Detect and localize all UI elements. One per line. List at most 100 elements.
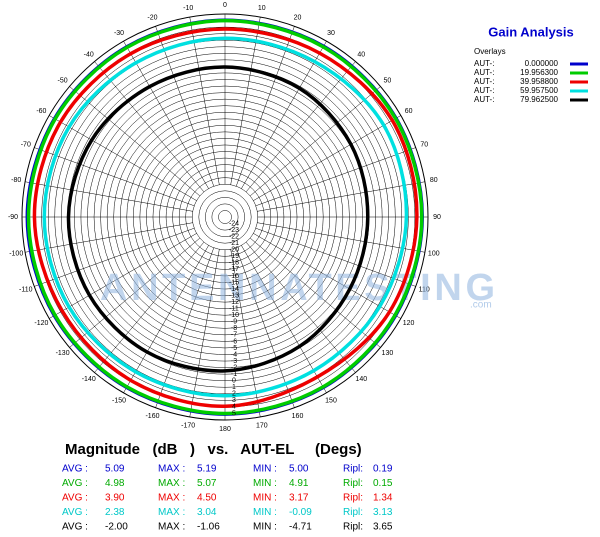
- legend-value: 59.957500: [520, 86, 558, 95]
- legend-label: AUT-:: [474, 59, 494, 68]
- angle-tick-label: -60: [36, 108, 46, 115]
- legend-label: AUT-:: [474, 95, 494, 104]
- angle-tick-label: 110: [419, 286, 430, 293]
- grid-spoke: [94, 61, 205, 193]
- stat-value: 3.17: [289, 493, 309, 504]
- stat-value: 0.15: [373, 478, 393, 489]
- angle-tick-label: 70: [420, 141, 428, 148]
- radial-tick-label: 0: [232, 378, 236, 385]
- stat-label: MIN :: [253, 464, 277, 475]
- stat-label: Ripl:: [343, 522, 363, 533]
- angle-tick-label: 100: [428, 251, 440, 258]
- angle-tick-label: -80: [11, 177, 21, 184]
- stat-label: AVG :: [62, 478, 88, 489]
- angle-tick-label: 140: [355, 376, 367, 383]
- legend-label: AUT-:: [474, 86, 494, 95]
- radial-tick-label: -20: [229, 247, 239, 254]
- stat-value: 1.34: [373, 493, 393, 504]
- grid-spoke: [49, 233, 197, 319]
- watermark: ANTENNATESTING: [100, 267, 495, 309]
- radial-tick-label: -3: [231, 358, 237, 365]
- radial-tick-label: -24: [229, 220, 239, 227]
- angle-tick-label: -160: [145, 413, 159, 420]
- grid-spoke: [25, 222, 193, 253]
- angle-tick-label: 130: [382, 350, 394, 357]
- stat-label: MAX :: [158, 464, 185, 475]
- radial-tick-label: -11: [229, 306, 239, 313]
- radial-tick-label: -8: [231, 325, 237, 332]
- angle-tick-label: 160: [292, 413, 304, 420]
- stat-label: MIN :: [253, 493, 277, 504]
- radial-tick-label: 4: [232, 404, 236, 411]
- stat-label: MAX :: [158, 507, 185, 518]
- grid-spoke: [34, 147, 195, 207]
- stat-value: -4.71: [289, 522, 312, 533]
- angle-tick-label: 90: [433, 214, 441, 221]
- stat-value: -2.00: [105, 522, 128, 533]
- stat-value: 5.00: [289, 464, 309, 475]
- radial-tick-label: -22: [229, 233, 239, 240]
- radial-tick-label: -2: [231, 364, 237, 371]
- legend-value: 0.000000: [525, 59, 559, 68]
- grid-circle: [185, 177, 265, 257]
- series-line: [32, 27, 419, 408]
- legend-title: Overlays: [474, 47, 506, 56]
- radial-tick-label: -10: [229, 312, 239, 319]
- series-line: [66, 65, 370, 373]
- legend-value: 39.958800: [520, 77, 558, 86]
- angle-tick-label: -30: [114, 30, 124, 37]
- grid-circle: [198, 190, 252, 244]
- grid-spoke: [155, 247, 215, 408]
- stat-value: -0.09: [289, 507, 312, 518]
- series-line: [42, 36, 409, 398]
- angle-tick-label: -10: [183, 5, 193, 12]
- stat-value: 5.19: [197, 464, 217, 475]
- radial-tick-label: 5: [232, 410, 236, 417]
- grid-spoke: [123, 245, 209, 393]
- angle-tick-label: -130: [56, 350, 70, 357]
- angle-tick-label: 20: [294, 15, 302, 22]
- grid-spoke: [69, 237, 201, 348]
- grid-spoke: [235, 26, 295, 187]
- angle-tick-label: 60: [405, 108, 413, 115]
- grid-spoke: [245, 241, 356, 373]
- grid-spoke: [123, 41, 209, 189]
- grid-spoke: [69, 86, 201, 197]
- stat-value: 3.13: [373, 507, 393, 518]
- angle-tick-label: -120: [34, 320, 48, 327]
- angle-tick-label: -70: [21, 141, 31, 148]
- grid-circle: [211, 203, 239, 231]
- grid-spoke: [241, 245, 327, 393]
- radial-tick-label: -19: [229, 253, 239, 260]
- legend-label: AUT-:: [474, 68, 494, 77]
- angle-tick-label: 50: [384, 78, 392, 85]
- stat-value: 4.91: [289, 478, 309, 489]
- radial-tick-label: -1: [231, 371, 237, 378]
- grid-spoke: [189, 249, 220, 417]
- summary-title: Magnitude (dB ) vs. AUT-EL (Degs): [65, 441, 362, 458]
- radial-tick-label: -23: [229, 227, 239, 234]
- grid-spoke: [241, 41, 327, 189]
- stat-value: 2.38: [105, 507, 125, 518]
- grid-spoke: [49, 115, 197, 201]
- grid-circle: [178, 170, 272, 264]
- stat-label: MAX :: [158, 522, 185, 533]
- angle-tick-label: -140: [82, 376, 96, 383]
- radial-tick-label: -9: [231, 319, 237, 326]
- angle-tick-label: 0: [223, 2, 227, 9]
- radial-tick-label: -6: [231, 338, 237, 345]
- grid-spoke: [255, 147, 416, 207]
- radial-tick-label: -16: [229, 273, 239, 280]
- stat-value: 4.98: [105, 478, 125, 489]
- angle-tick-label: -150: [112, 397, 126, 404]
- legend-value: 19.956300: [520, 68, 558, 77]
- grid-spoke: [189, 17, 220, 185]
- angle-tick-label: -170: [181, 423, 195, 430]
- angle-tick-label: -110: [19, 286, 33, 293]
- stat-label: AVG :: [62, 507, 88, 518]
- stat-label: MAX :: [158, 493, 185, 504]
- grid-spoke: [235, 247, 295, 408]
- radial-tick-label: 3: [232, 397, 236, 404]
- stat-label: AVG :: [62, 464, 88, 475]
- stat-value: 3.65: [373, 522, 393, 533]
